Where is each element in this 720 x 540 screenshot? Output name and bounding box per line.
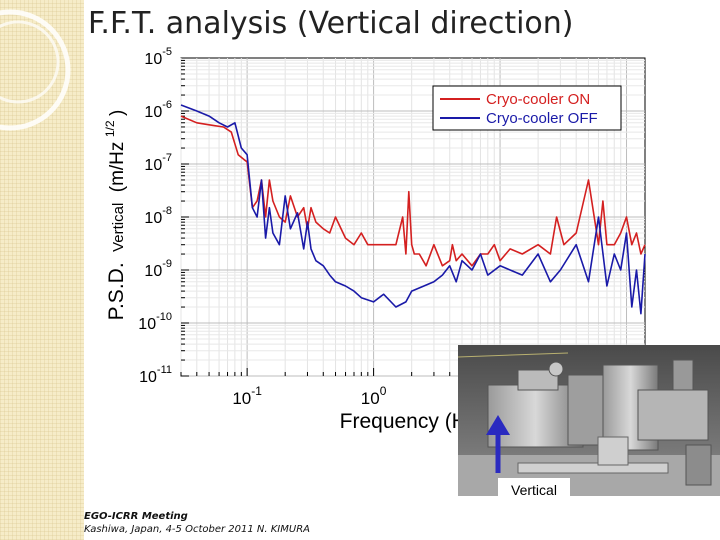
footer-meeting: EGO-ICRR Meeting (84, 510, 310, 523)
y-label-unit-close: ) (107, 110, 128, 116)
x-tick-label: 100 (361, 384, 387, 408)
y-label-unit: (m/Hz (107, 142, 128, 193)
y-label-unit-exp: 1/2 (103, 120, 117, 137)
y-tick-label: 10-9 (144, 258, 172, 280)
y-tick-labels: 10-5 10-6 10-7 10-8 10-9 10-10 10-11 (138, 46, 172, 386)
footer-venue: Kashiwa, Japan, 4-5 October 2011 N. KIMU… (84, 523, 310, 536)
y-axis-label: P.S.D. Vertical (m/Hz 1/2 ) (101, 110, 128, 321)
y-tick-label: 10-7 (144, 152, 172, 174)
x-tick-label: 10-1 (232, 384, 262, 408)
y-tick-label: 10-5 (144, 46, 172, 68)
legend: Cryo-cooler ON Cryo-cooler OFF (433, 86, 621, 130)
up-arrow-icon (458, 345, 720, 496)
footer: EGO-ICRR Meeting Kashiwa, Japan, 4-5 Oct… (84, 510, 310, 536)
photo-label: Vertical (498, 478, 570, 496)
y-tick-label: 10-11 (139, 364, 172, 386)
y-tick-label: 10-10 (138, 311, 172, 333)
legend-label-on: Cryo-cooler ON (486, 91, 590, 108)
y-label-main: P.S.D. (105, 262, 128, 320)
cryostat-photo: Vertical (458, 345, 720, 496)
y-tick-label: 10-6 (144, 99, 172, 121)
y-tick-label: 10-8 (144, 205, 172, 227)
svg-text:P.S.D. Vertical (m: P.S.D. Vertical (m/Hz 1/2 ) (101, 110, 128, 321)
legend-label-off: Cryo-cooler OFF (486, 110, 598, 127)
y-label-sub: Vertical (110, 203, 127, 252)
